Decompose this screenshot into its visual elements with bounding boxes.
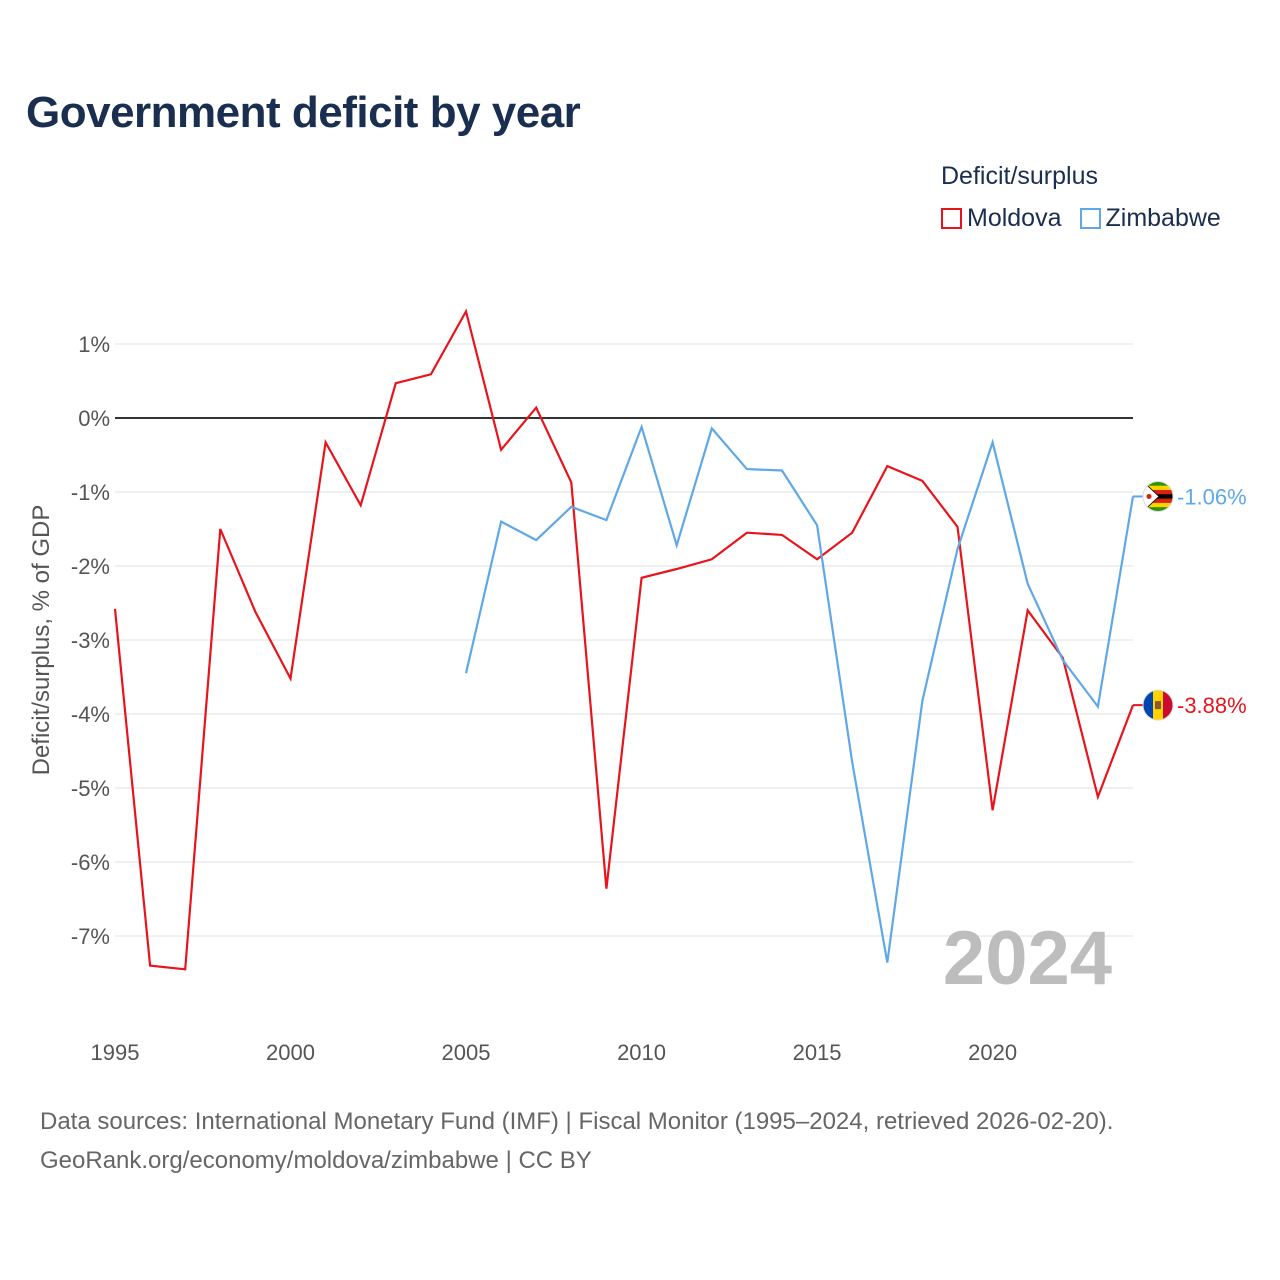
data-point-moldova[interactable] — [323, 439, 329, 445]
chart-title: Government deficit by year — [26, 88, 581, 137]
data-point-zimbabwe[interactable] — [1095, 704, 1101, 710]
data-point-zimbabwe[interactable] — [990, 439, 996, 445]
data-point-zimbabwe[interactable] — [498, 519, 504, 525]
data-point-zimbabwe[interactable] — [533, 537, 539, 543]
data-point-zimbabwe[interactable] — [709, 425, 715, 431]
x-tick-label: 1995 — [91, 1040, 140, 1065]
legend-item-moldova[interactable]: Moldova — [941, 204, 1062, 233]
legend-title: Deficit/surplus — [941, 162, 1098, 190]
legend-swatch-moldova — [941, 208, 962, 229]
data-point-moldova[interactable] — [568, 479, 574, 485]
footer-credit: GeoRank.org/economy/moldova/zimbabwe | C… — [40, 1147, 592, 1174]
x-tick-label: 2015 — [793, 1040, 842, 1065]
data-point-zimbabwe[interactable] — [849, 759, 855, 765]
data-point-moldova[interactable] — [744, 530, 750, 536]
series-line-zimbabwe[interactable] — [464, 423, 1135, 963]
data-point-zimbabwe[interactable] — [603, 517, 609, 523]
footer-sources: Data sources: International Monetary Fun… — [40, 1108, 1114, 1135]
data-point-zimbabwe[interactable] — [744, 466, 750, 472]
y-tick-label: -3% — [71, 628, 110, 653]
data-point-moldova[interactable] — [288, 675, 294, 681]
y-tick-label: 0% — [78, 406, 110, 431]
data-point-moldova[interactable] — [1095, 794, 1101, 800]
data-point-moldova[interactable] — [217, 526, 223, 532]
legend-label-moldova: Moldova — [967, 204, 1062, 232]
y-tick-label: 1% — [78, 332, 110, 357]
data-point-zimbabwe[interactable] — [1025, 581, 1031, 587]
data-point-moldova[interactable] — [393, 380, 399, 386]
data-point-zimbabwe[interactable] — [884, 960, 890, 966]
y-tick-label: -7% — [71, 924, 110, 949]
x-tick-label: 2005 — [442, 1040, 491, 1065]
series-line-moldova[interactable] — [113, 308, 1135, 971]
legend-label-zimbabwe: Zimbabwe — [1105, 204, 1221, 232]
legend-swatch-zimbabwe — [1079, 208, 1101, 229]
y-tick-label: -2% — [71, 554, 110, 579]
data-point-moldova[interactable] — [147, 963, 153, 969]
end-label-zimbabwe: -1.06% — [1177, 484, 1247, 509]
data-point-moldova[interactable] — [603, 886, 609, 892]
legend: Moldova Zimbabwe — [941, 204, 1239, 233]
legend-item-zimbabwe[interactable]: Zimbabwe — [1079, 204, 1221, 233]
data-point-moldova[interactable] — [1025, 607, 1031, 613]
data-point-zimbabwe[interactable] — [954, 546, 960, 552]
data-point-zimbabwe[interactable] — [814, 522, 820, 528]
data-point-moldova[interactable] — [182, 966, 188, 972]
x-tick-label: 2010 — [617, 1040, 666, 1065]
data-point-zimbabwe[interactable] — [463, 670, 469, 676]
data-point-zimbabwe[interactable] — [1060, 657, 1066, 663]
x-tick-label: 2000 — [266, 1040, 315, 1065]
data-point-moldova[interactable] — [919, 478, 925, 484]
data-point-zimbabwe[interactable] — [779, 468, 785, 474]
data-point-moldova[interactable] — [533, 405, 539, 411]
data-point-zimbabwe[interactable] — [568, 504, 574, 510]
data-point-moldova[interactable] — [849, 530, 855, 536]
data-point-zimbabwe[interactable] — [674, 542, 680, 548]
data-point-moldova[interactable] — [814, 556, 820, 562]
data-point-moldova[interactable] — [884, 463, 890, 469]
y-tick-label: -6% — [71, 850, 110, 875]
data-point-moldova[interactable] — [428, 371, 434, 377]
data-point-moldova[interactable] — [779, 532, 785, 538]
data-point-zimbabwe[interactable] — [919, 698, 925, 704]
x-tick-label: 2020 — [968, 1040, 1017, 1065]
data-point-moldova[interactable] — [112, 606, 118, 612]
data-point-moldova[interactable] — [674, 566, 680, 572]
y-tick-label: -4% — [71, 702, 110, 727]
data-point-moldova[interactable] — [990, 807, 996, 813]
moldova-flag — [1142, 689, 1174, 721]
data-point-moldova[interactable] — [709, 556, 715, 562]
data-point-moldova[interactable] — [358, 502, 364, 508]
data-point-moldova[interactable] — [463, 308, 469, 314]
data-point-zimbabwe[interactable] — [639, 424, 645, 430]
data-point-moldova[interactable] — [252, 609, 258, 615]
data-point-moldova[interactable] — [954, 524, 960, 530]
data-point-moldova[interactable] — [498, 447, 504, 453]
y-tick-label: -5% — [71, 776, 110, 801]
year-watermark: 2024 — [943, 916, 1112, 1001]
end-label-moldova: -3.88% — [1177, 693, 1247, 718]
y-tick-label: -1% — [71, 480, 110, 505]
zimbabwe-flag — [1142, 480, 1174, 512]
data-point-moldova[interactable] — [639, 575, 645, 581]
